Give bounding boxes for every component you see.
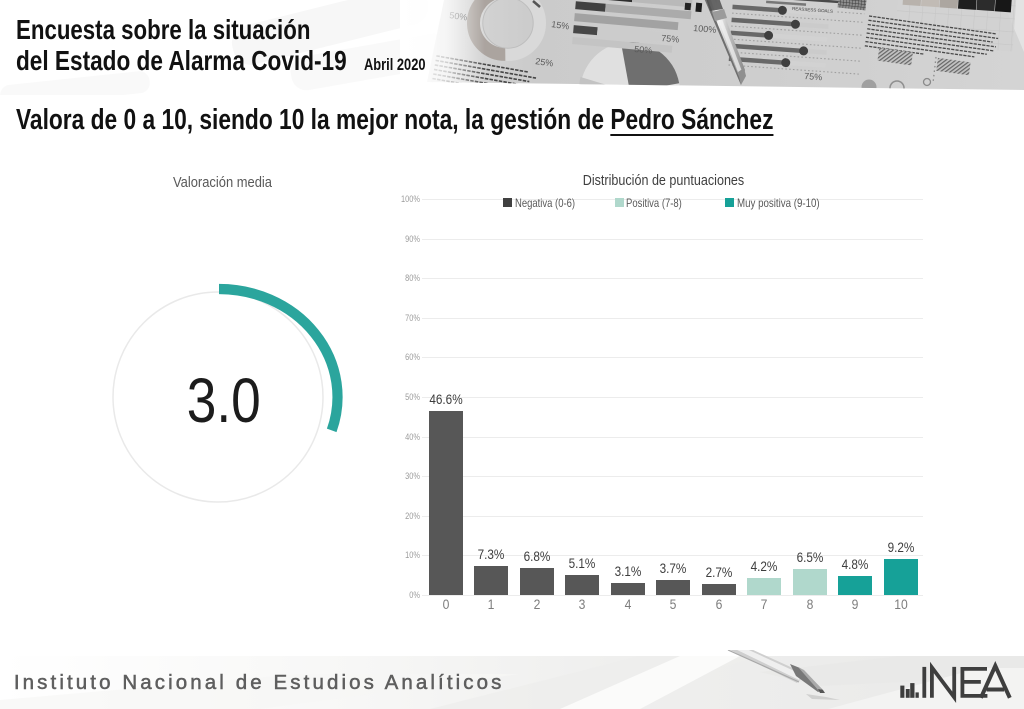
svg-text:15%: 15% (551, 19, 570, 31)
svg-text:25%: 25% (535, 56, 554, 68)
svg-text:REASSESS GOALS: REASSESS GOALS (792, 6, 833, 14)
svg-text:50%: 50% (634, 44, 653, 56)
svg-text:75%: 75% (661, 33, 680, 45)
svg-text:75%: 75% (804, 71, 823, 82)
svg-text:100%: 100% (693, 23, 717, 35)
